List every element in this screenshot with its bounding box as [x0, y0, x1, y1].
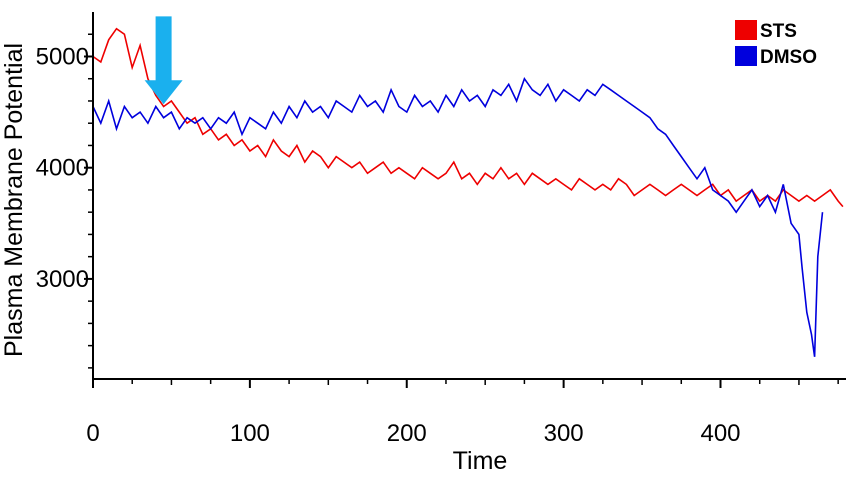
ticks: 0 100 200 300 400 3000 4000 5000	[36, 33, 839, 447]
annotation-layer	[144, 16, 183, 105]
y-tick-label: 4000	[36, 155, 89, 182]
x-tick-label: 0	[86, 420, 99, 447]
x-tick-label: 200	[387, 420, 427, 447]
x-tick-label: 100	[230, 420, 270, 447]
series-line-dmso	[92, 76, 824, 357]
series-layer	[92, 27, 844, 357]
legend-label-dmso: DMSO	[760, 47, 817, 68]
y-tick-label: 5000	[36, 43, 89, 70]
legend-label-sts: STS	[760, 21, 797, 42]
legend-swatch-sts	[735, 20, 757, 40]
x-axis-title: Time	[453, 447, 508, 475]
y-tick-label: 3000	[36, 266, 89, 293]
legend-swatch-dmso	[735, 46, 757, 66]
legend: STS DMSO	[735, 20, 817, 68]
y-axis-title: Plasma Membrane Potential	[0, 43, 28, 357]
x-tick-label: 300	[544, 420, 584, 447]
down-arrow-icon	[144, 16, 183, 105]
x-tick-label: 400	[700, 420, 740, 447]
